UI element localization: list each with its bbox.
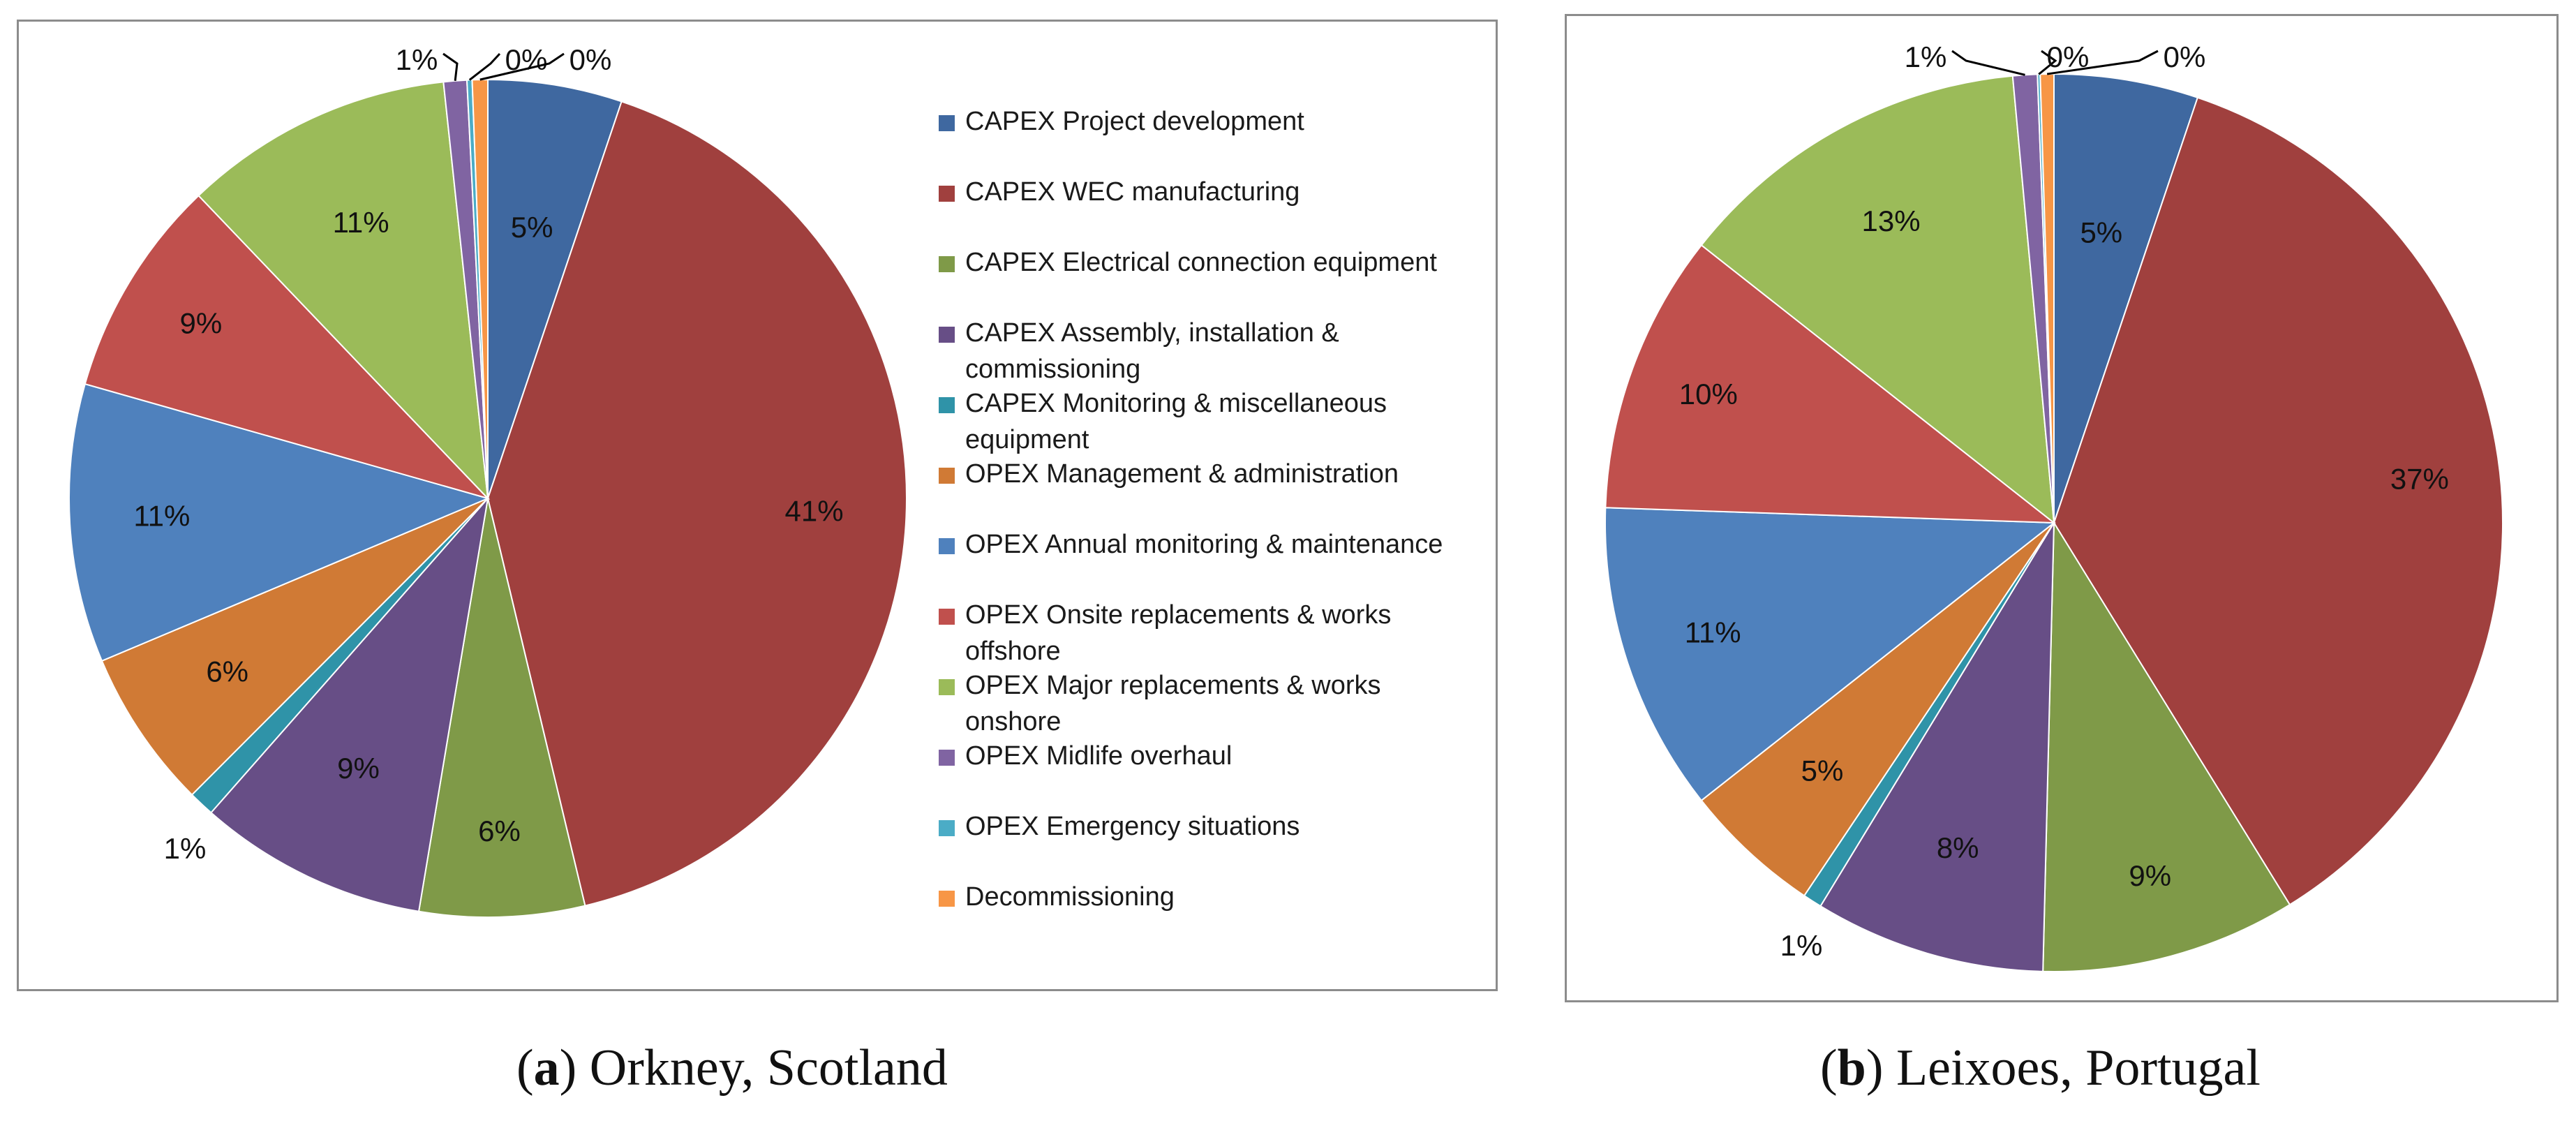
caption-text: ) Leixoes, Portugal <box>1866 1039 2261 1097</box>
data-label: 9% <box>180 306 223 339</box>
legend: CAPEX Project development CAPEX WEC manu… <box>939 103 1490 949</box>
legend-label: OPEX Emergency situations <box>965 812 1300 841</box>
leader-line <box>468 52 501 81</box>
data-label: 6% <box>206 655 248 688</box>
leader-line <box>442 52 459 82</box>
pie-slice <box>1605 507 2056 802</box>
legend-label: CAPEX Electrical connection equipment <box>965 248 1437 277</box>
legend-item: OPEX Major replacements & works onshore <box>939 667 1490 738</box>
pie-slice <box>100 498 489 796</box>
legend-swatch <box>939 468 955 484</box>
legend-label: CAPEX Assembly, installation & commissio… <box>965 318 1339 384</box>
data-label: 0% <box>569 43 612 76</box>
data-label: 10% <box>1679 378 1738 410</box>
data-label: 1% <box>1905 40 1947 73</box>
data-label: 0% <box>2164 40 2206 73</box>
pie-slice <box>471 78 489 499</box>
legend-item: CAPEX Project development <box>939 103 1490 174</box>
data-label: 41% <box>784 494 843 527</box>
legend-item: OPEX Midlife overhaul <box>939 738 1490 808</box>
legend-label: OPEX Annual monitoring & maintenance <box>965 530 1443 559</box>
data-label: 1% <box>164 832 207 865</box>
data-label: 9% <box>2129 859 2171 892</box>
pie-slice <box>198 81 489 500</box>
legend-label: OPEX Major replacements & works onshore <box>965 671 1381 736</box>
legend-label: CAPEX WEC manufacturing <box>965 177 1300 207</box>
pie-slice <box>486 101 907 907</box>
pie-slice <box>1700 522 2055 897</box>
data-label: 13% <box>1862 205 1921 237</box>
chart-panel-orkney: 5% 41% 6% 9% 1% 6% 11% 9% 11% 1% 0% 0% CAPEX Projec… <box>17 20 1498 991</box>
pie-chart-orkney: 5% 41% 6% 9% 1% 6% 11% 9% 11% 1% 0% 0% <box>68 43 907 918</box>
pie-slice <box>417 498 586 918</box>
caption-leixoes: (b) Leixoes, Portugal <box>1820 1039 2261 1098</box>
legend-label: OPEX Management & administration <box>965 459 1399 489</box>
pie-slice <box>2053 73 2199 524</box>
caption-text: ) Orkney, Scotland <box>559 1039 948 1097</box>
legend-item: CAPEX Assembly, installation & commissio… <box>939 315 1490 385</box>
data-label: 5% <box>1801 755 1844 787</box>
leader-line <box>2046 50 2159 75</box>
legend-item: OPEX Onsite replacements & works offshor… <box>939 597 1490 667</box>
legend-item: OPEX Emergency situations <box>939 808 1490 879</box>
caption-letter: b <box>1837 1039 1866 1097</box>
legend-swatch <box>939 115 955 131</box>
data-label: 8% <box>1937 831 1979 864</box>
legend-swatch <box>939 609 955 625</box>
leader-line <box>2038 50 2057 75</box>
legend-label: OPEX Midlife overhaul <box>965 741 1233 771</box>
caption-orkney: (a) Orkney, Scotland <box>516 1039 948 1098</box>
legend-swatch <box>939 397 955 413</box>
data-label: 0% <box>2047 40 2090 73</box>
pie-slice <box>2053 96 2504 906</box>
legend-swatch <box>939 186 955 202</box>
data-label: 11% <box>133 500 190 533</box>
data-label: 11% <box>1685 616 1741 648</box>
legend-item: CAPEX WEC manufacturing <box>939 174 1490 244</box>
caption-open: ( <box>516 1039 534 1097</box>
legend-swatch <box>939 820 955 836</box>
legend-swatch <box>939 538 955 554</box>
data-label: 5% <box>511 211 553 244</box>
data-label: 37% <box>2390 462 2449 495</box>
legend-item: OPEX Annual monitoring & maintenance <box>939 526 1490 597</box>
caption-open: ( <box>1820 1039 1838 1097</box>
pie-slice <box>487 78 623 499</box>
legend-item: CAPEX Electrical connection equipment <box>939 244 1490 315</box>
data-label: 5% <box>2080 216 2122 249</box>
pie-slice <box>210 496 489 912</box>
data-label: 1% <box>1780 929 1823 962</box>
legend-item: Decommissioning <box>939 879 1490 949</box>
chart-panel-leixoes: 5% 37% 9% 8% 1% 5% 11% 10% 13% 1% 0% 0% <box>1565 14 2559 1002</box>
legend-swatch <box>939 750 955 766</box>
data-label: 1% <box>396 43 438 76</box>
data-label: 6% <box>478 815 521 847</box>
pie-slice <box>68 383 491 662</box>
legend-swatch <box>939 327 955 343</box>
data-label: 0% <box>505 43 548 76</box>
pie-slice <box>1819 520 2055 972</box>
legend-swatch <box>939 679 955 695</box>
legend-swatch <box>939 891 955 907</box>
pie-slice <box>1605 244 2057 524</box>
leader-line <box>479 52 565 81</box>
pie-chart-leixoes: 5% 37% 9% 8% 1% 5% 11% 10% 13% 1% 0% 0% <box>1605 40 2504 972</box>
legend-item: CAPEX Monitoring & miscellaneous equipme… <box>939 385 1490 456</box>
leader-line <box>1951 50 2025 76</box>
legend-label: Decommissioning <box>965 882 1175 912</box>
legend-label: OPEX Onsite replacements & works offshor… <box>965 600 1392 666</box>
legend-item: OPEX Management & administration <box>939 456 1490 526</box>
pie-slice <box>84 194 491 500</box>
legend-swatch <box>939 256 955 272</box>
data-label: 9% <box>337 752 380 785</box>
pie-slice <box>2042 520 2291 972</box>
legend-label: CAPEX Monitoring & miscellaneous equipme… <box>965 389 1387 454</box>
caption-letter: a <box>533 1039 560 1097</box>
legend-label: CAPEX Project development <box>965 107 1304 136</box>
data-label: 11% <box>333 206 389 239</box>
pie-slice <box>1700 75 2055 525</box>
